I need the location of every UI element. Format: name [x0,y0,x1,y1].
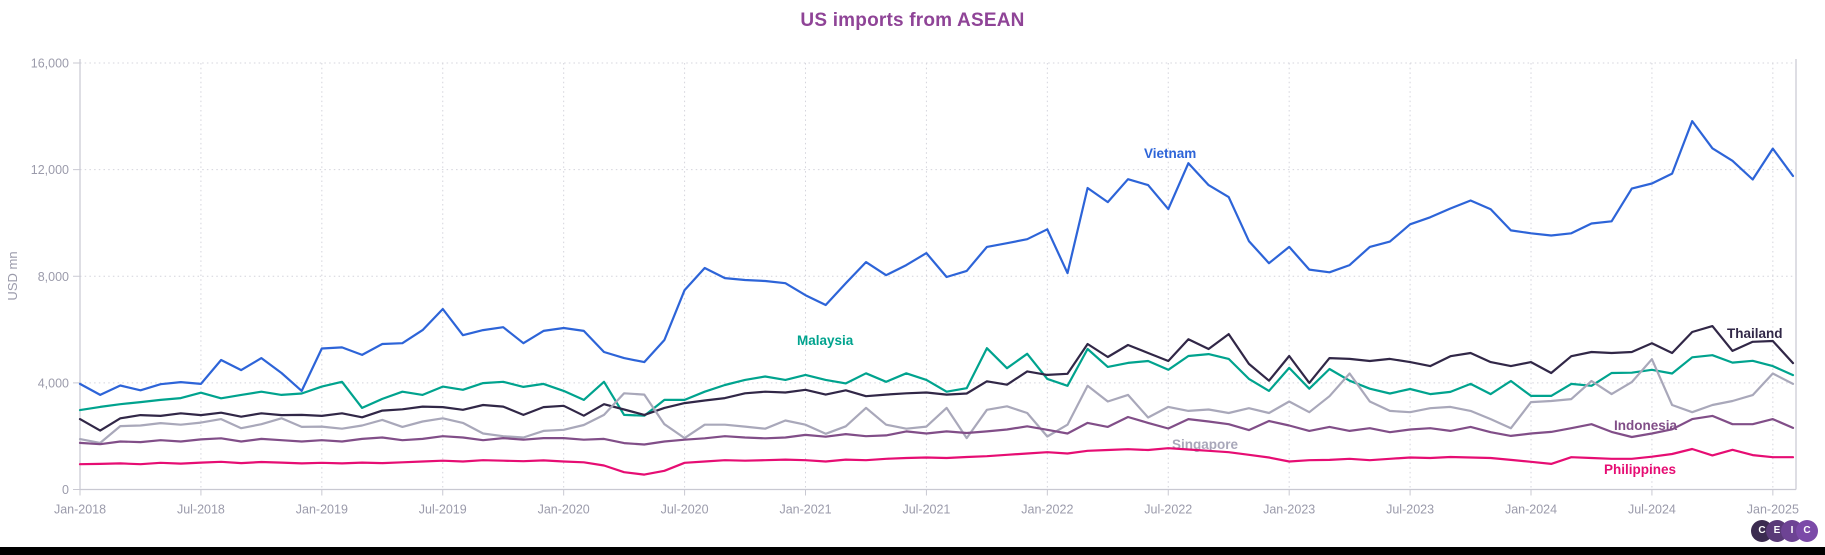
series-line-malaysia [78,347,1795,417]
series-label-indonesia: Indonesia [1614,418,1678,433]
x-tick-label: Jul-2019 [419,503,467,517]
y-tick-label: 4,000 [38,376,69,390]
y-tick-label: 0 [62,483,69,497]
x-tick-label: Jul-2023 [1386,503,1434,517]
y-axis-label: USD mn [5,251,20,300]
x-tick-label: Jan-2023 [1263,503,1315,517]
series-line-philippines [78,447,1795,476]
x-tick-label: Jan-2018 [54,503,106,517]
series-line-singapore [78,358,1795,444]
series-label-thailand: Thailand [1727,326,1783,341]
x-tick-label: Jan-2025 [1747,503,1799,517]
ceic-logo-letter: C [1796,520,1818,542]
series-label-singapore: Singapore [1172,437,1239,452]
series-line-indonesia [78,414,1795,446]
x-tick-label: Jan-2022 [1021,503,1073,517]
x-tick-label: Jan-2021 [779,503,831,517]
series-line-vietnam [78,119,1795,396]
x-tick-label: Jul-2022 [1144,503,1192,517]
x-tick-label: Jul-2021 [902,503,950,517]
x-tick-label: Jan-2024 [1505,503,1557,517]
x-tick-label: Jul-2024 [1628,503,1676,517]
x-tick-label: Jan-2019 [296,503,348,517]
y-tick-label: 16,000 [31,57,69,71]
chart-title: US imports from ASEAN [800,10,1025,31]
x-tick-label: Jan-2020 [538,503,590,517]
series-line-thailand [78,325,1795,432]
y-tick-label: 8,000 [38,270,69,284]
y-tick-label: 12,000 [31,163,69,177]
x-tick-label: Jul-2020 [661,503,709,517]
series-label-vietnam: Vietnam [1144,146,1196,161]
series-label-philippines: Philippines [1604,462,1676,477]
bottom-bar [0,547,1825,555]
x-tick-label: Jul-2018 [177,503,225,517]
series-label-malaysia: Malaysia [797,333,854,348]
